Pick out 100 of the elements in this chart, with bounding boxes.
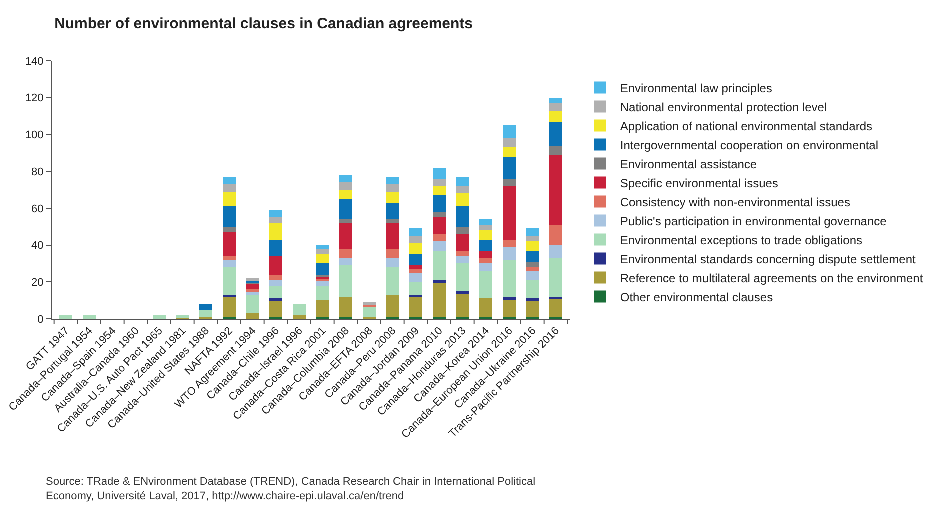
bar <box>526 262 540 268</box>
bar <box>502 126 516 138</box>
legend-label: Environmental law principles <box>620 81 772 96</box>
bar <box>526 267 540 272</box>
bar <box>432 212 446 218</box>
bar <box>502 178 516 186</box>
legend-label: Specific environmental issues <box>620 176 778 190</box>
bar <box>270 300 282 318</box>
bar <box>456 264 470 292</box>
legend-label: Application of national environmental standards <box>620 119 873 134</box>
bar <box>222 296 236 318</box>
bar <box>316 248 330 254</box>
bar <box>456 194 470 207</box>
bar <box>456 293 470 318</box>
bar <box>432 242 446 251</box>
bar <box>456 250 470 256</box>
bar <box>340 199 352 220</box>
bar <box>386 192 400 203</box>
bar <box>386 202 400 220</box>
y-tick-label: 80 <box>32 166 44 178</box>
bar <box>316 300 330 318</box>
bar <box>550 225 562 246</box>
bar <box>550 98 562 104</box>
legend-label: Consistency with non-environmental issues <box>620 195 850 210</box>
bar <box>340 258 352 266</box>
bar <box>222 226 236 232</box>
bar <box>526 228 540 236</box>
bar <box>292 304 306 316</box>
bar <box>550 258 562 297</box>
bar <box>502 186 516 240</box>
bar <box>550 122 562 146</box>
bar <box>386 258 400 268</box>
y-tick-label: 0 <box>38 314 44 326</box>
legend-label: National environmental protection level <box>620 100 828 114</box>
bar <box>362 306 376 318</box>
bar <box>222 267 236 296</box>
bar <box>432 234 446 242</box>
bar <box>502 148 516 157</box>
bar <box>222 206 236 227</box>
bar <box>456 234 470 251</box>
bar <box>480 230 492 240</box>
legend-label: Environmental exceptions to trade obligations <box>620 233 863 248</box>
bar <box>222 256 236 260</box>
bar <box>480 240 492 251</box>
bar <box>386 267 400 296</box>
bar <box>432 282 446 318</box>
bar <box>502 296 516 301</box>
bar <box>386 184 400 192</box>
bar <box>410 296 422 318</box>
bar <box>222 192 236 207</box>
bar <box>502 156 516 179</box>
bar <box>456 256 470 264</box>
bar <box>386 177 400 184</box>
y-tick-label: 20 <box>32 276 44 289</box>
bar <box>550 146 562 155</box>
legend-label: Reference to multilateral agreements on the environment <box>620 271 924 286</box>
bar <box>60 315 72 319</box>
bar <box>526 250 540 262</box>
bar <box>480 264 492 272</box>
bar <box>480 258 492 264</box>
bar <box>222 177 236 184</box>
bar <box>316 286 330 301</box>
bar <box>432 250 446 280</box>
bar <box>386 223 400 249</box>
bar <box>292 315 306 319</box>
bar <box>432 186 446 196</box>
bar <box>410 254 422 266</box>
bar <box>432 218 446 234</box>
bar <box>340 175 352 183</box>
bar <box>410 243 422 254</box>
bar <box>270 274 282 280</box>
legend-label: Intergovernmental cooperation on environmental <box>620 138 879 152</box>
bar <box>432 196 446 212</box>
legend-label: Environmental standards concerning dispute settlement <box>620 252 917 266</box>
bar <box>526 271 540 280</box>
source-note: Source: TRade & ENvironment Database (TREND), Canada Research Chair in International Political Economy, Université Laval, 2017, http://www.chaire-epi.ulaval.ca/en/trend <box>46 476 536 502</box>
bar <box>480 271 492 299</box>
y-tick-label: 100 <box>25 130 44 142</box>
bar <box>550 245 562 258</box>
bar <box>456 186 470 194</box>
bar <box>456 177 470 186</box>
bar <box>222 232 236 256</box>
bar <box>502 300 516 318</box>
bar <box>340 219 352 224</box>
bar <box>526 242 540 251</box>
bar <box>456 291 470 294</box>
bar <box>270 240 282 256</box>
bar <box>386 295 400 318</box>
bar <box>152 315 166 319</box>
bar <box>480 250 492 258</box>
bar <box>526 280 540 299</box>
y-tick-label: 40 <box>32 240 44 252</box>
bar <box>386 219 400 224</box>
bar <box>340 266 352 297</box>
bar <box>340 223 352 249</box>
legend-label: Public's participation in environmental governance <box>620 214 888 228</box>
bar <box>410 236 422 244</box>
bar <box>316 264 330 275</box>
bar <box>246 295 260 314</box>
bar <box>480 219 492 226</box>
